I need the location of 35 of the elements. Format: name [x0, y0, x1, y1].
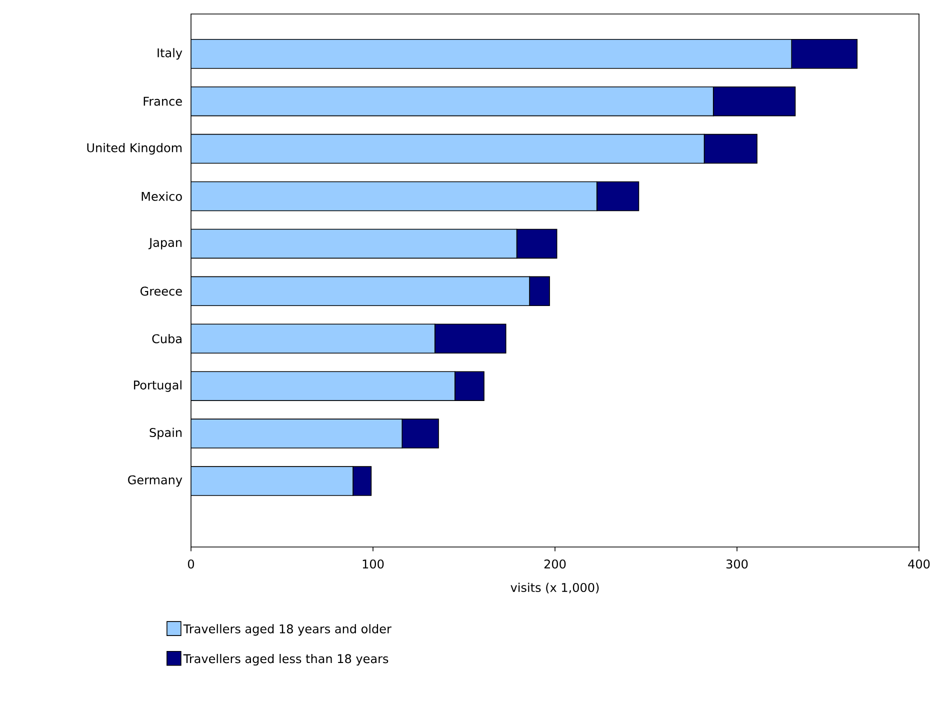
- x-axis-title: visits (x 1,000): [510, 582, 599, 594]
- bar: [516, 228, 558, 259]
- bar: [704, 134, 758, 164]
- bar: [191, 181, 598, 212]
- legend-label: Travellers aged 18 years and older: [183, 624, 392, 636]
- bar: [191, 324, 436, 354]
- bar: [434, 324, 506, 354]
- y-tick-label: Italy: [158, 48, 182, 60]
- y-tick-label: United Kingdom: [87, 142, 182, 155]
- x-tick-label: 0: [188, 559, 194, 569]
- x-tick-label: 400: [908, 559, 930, 569]
- y-tick-label: Mexico: [142, 192, 182, 201]
- bar: [191, 38, 792, 69]
- bar: [529, 276, 550, 306]
- bar: [596, 181, 640, 212]
- y-tick-label: France: [144, 96, 182, 106]
- y-tick-label: Japan: [148, 238, 182, 250]
- y-tick-label: Greece: [140, 286, 182, 296]
- bar: [191, 134, 705, 164]
- y-tick-label: Portugal: [134, 380, 182, 392]
- bar: [191, 276, 530, 306]
- bar: [191, 228, 518, 259]
- bar: [191, 466, 354, 496]
- bar: [402, 418, 439, 448]
- y-tick-label: Cuba: [152, 334, 182, 344]
- legend-label: Travellers aged less than 18 years: [183, 654, 388, 666]
- bar: [191, 418, 403, 448]
- y-tick-label: Spain: [150, 428, 182, 440]
- bar: [191, 371, 456, 401]
- bar: [454, 371, 484, 401]
- y-tick-label: Germany: [128, 475, 182, 487]
- bar: [191, 86, 714, 116]
- x-tick-label: 200: [544, 559, 566, 569]
- x-tick-label: 300: [726, 559, 748, 569]
- x-tick-label: 100: [362, 559, 384, 569]
